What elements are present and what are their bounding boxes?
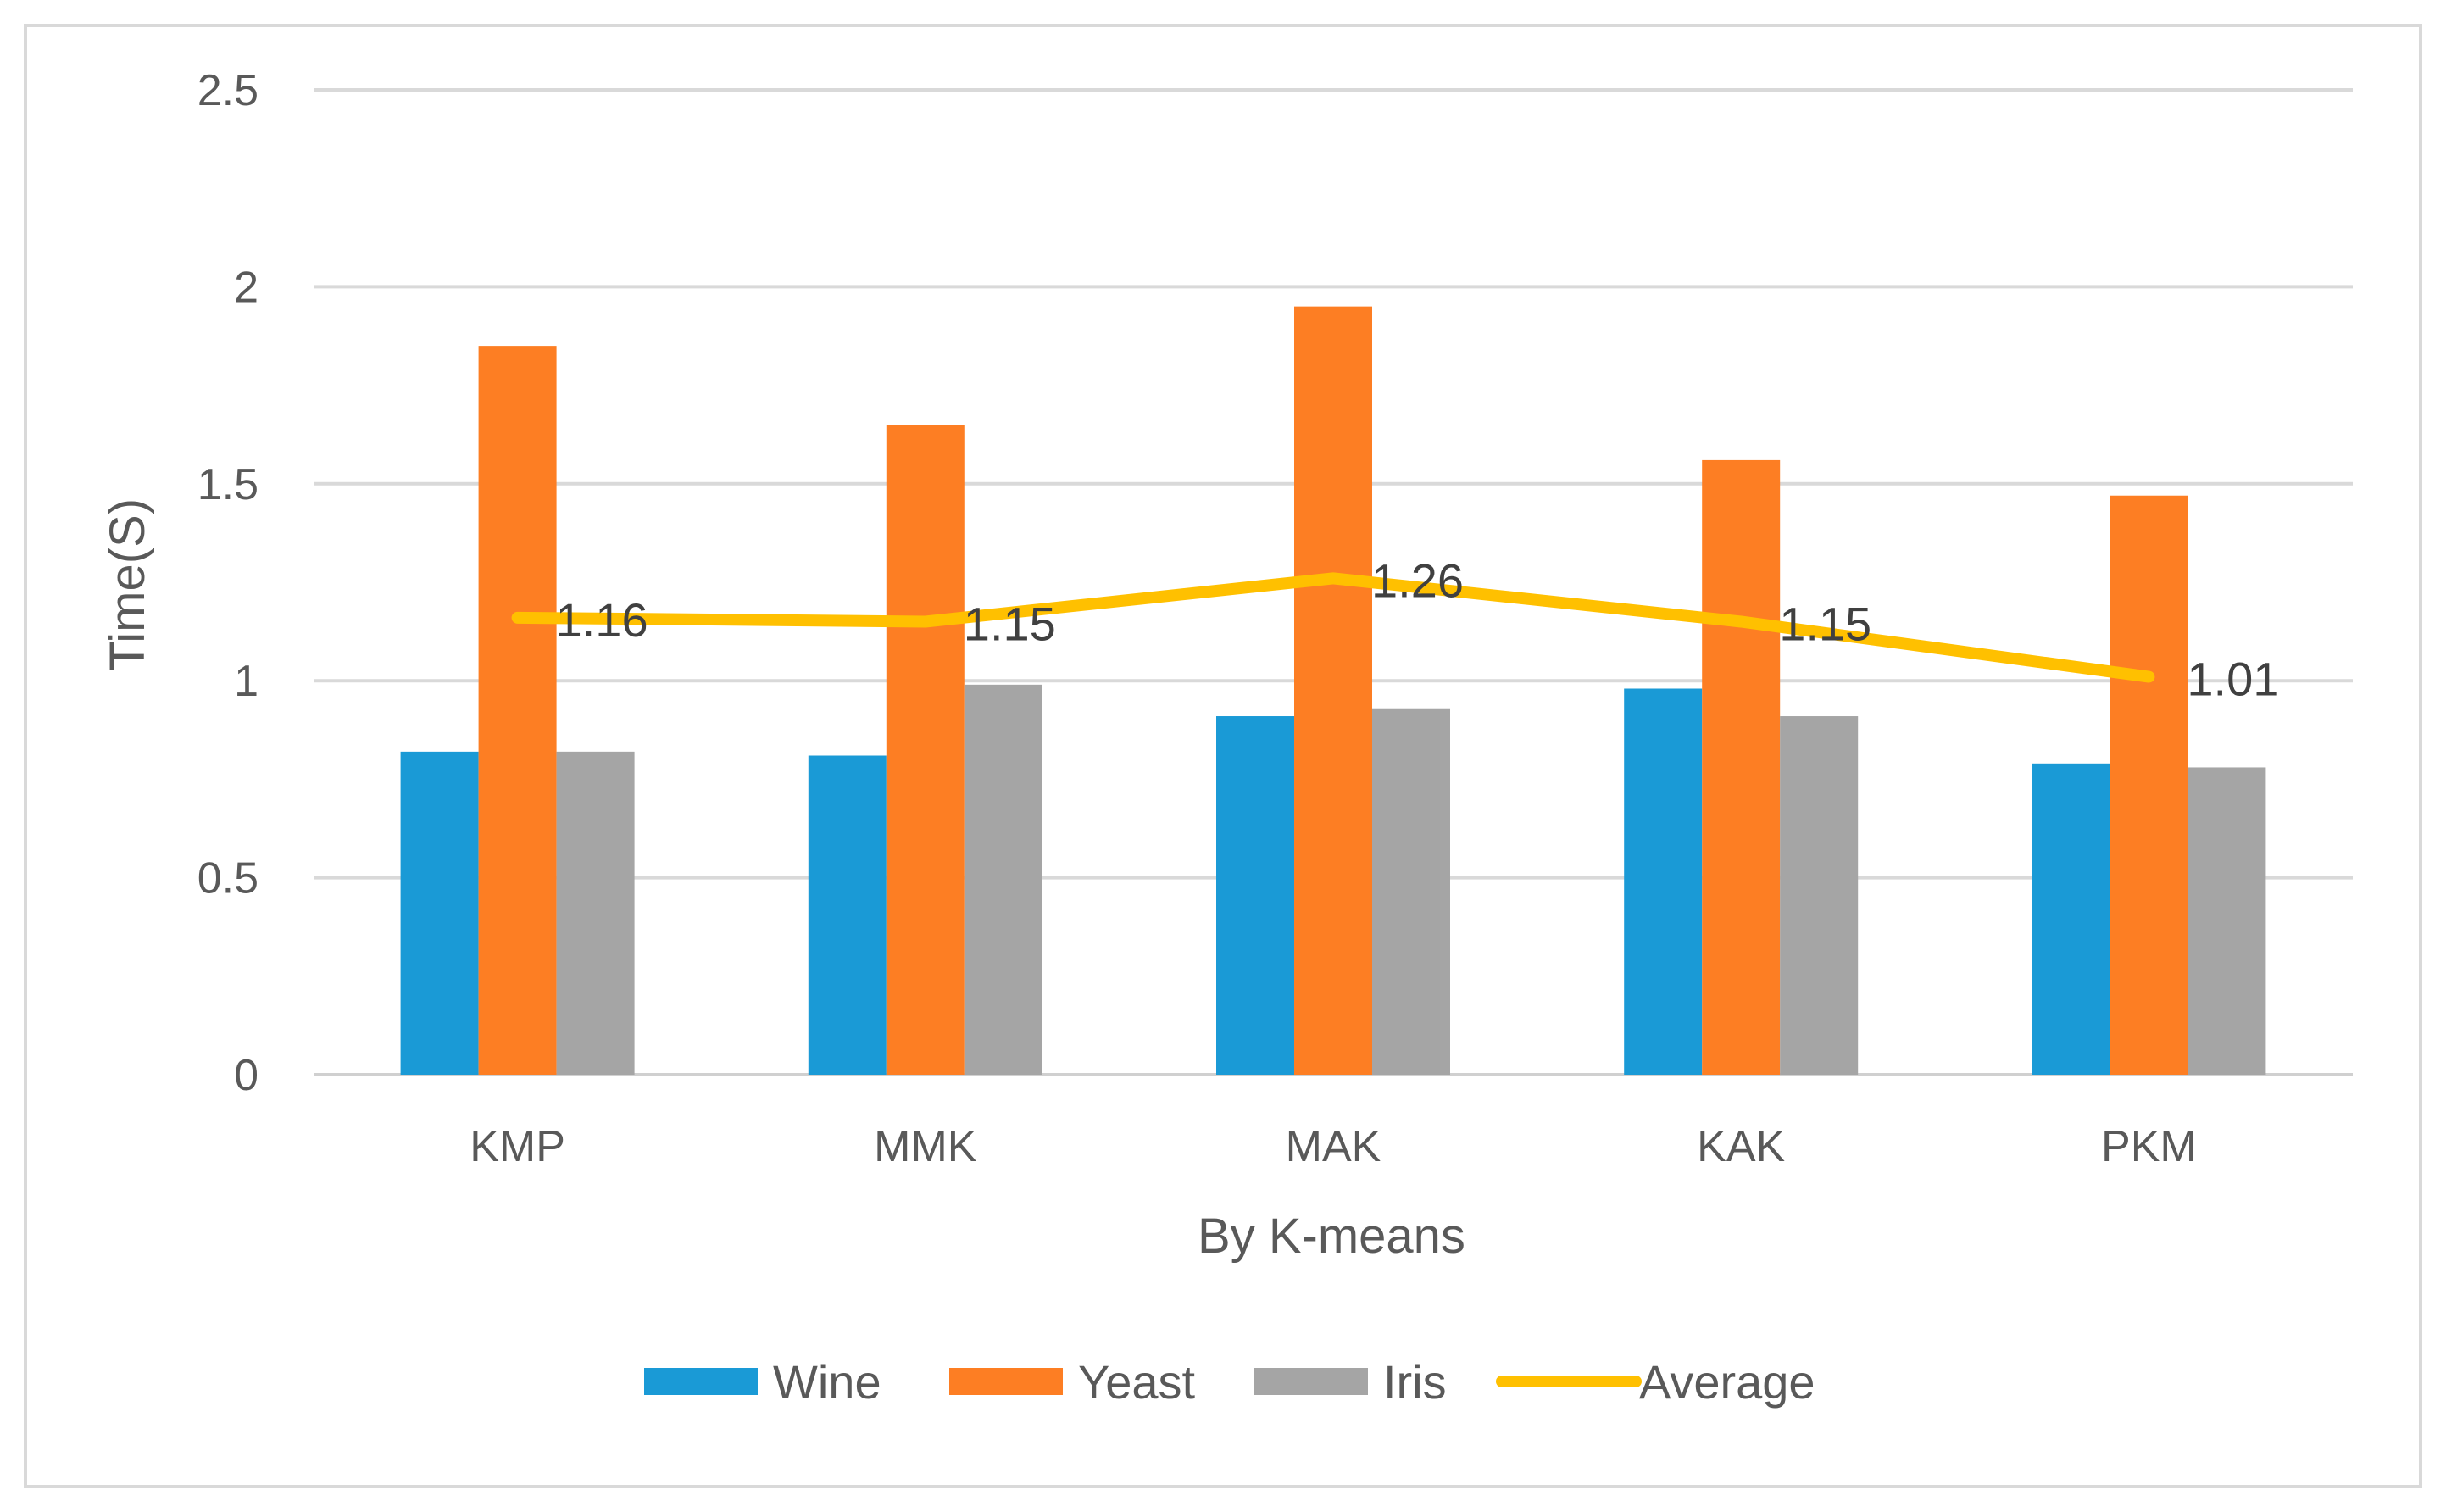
point-average-pkm	[2146, 674, 2152, 680]
point-average-kak	[1738, 619, 1744, 625]
gridlines	[314, 88, 2353, 1076]
bar-wine-kmp	[400, 751, 479, 1075]
bar-iris-kmp	[556, 751, 635, 1075]
legend-swatch-yeast	[949, 1368, 1063, 1395]
x-tick-label-kak: KAK	[1697, 1122, 1785, 1171]
x-axis-title: By K-means	[1198, 1209, 1465, 1264]
bar-yeast-kak	[1702, 459, 1781, 1075]
x-tick-label-mmk: MMK	[874, 1122, 977, 1171]
bar-wine-mmk	[808, 755, 887, 1075]
legend-label-average: Average	[1639, 1355, 1815, 1409]
legend-label-wine: Wine	[773, 1355, 881, 1409]
bar-wine-pkm	[2032, 763, 2110, 1075]
data-label-kak: 1.15	[1779, 597, 1871, 650]
data-labels: 1.16 1.15 1.26 1.15 1.01	[556, 553, 2280, 705]
y-tick-label: 1.5	[197, 460, 258, 509]
bar-iris-mak	[1372, 708, 1450, 1075]
point-average-mmk	[922, 619, 928, 625]
x-tick-label-pkm: PKM	[2101, 1122, 2197, 1171]
y-tick-label: 1	[234, 657, 258, 706]
point-average-mak	[1331, 575, 1336, 581]
bars	[400, 306, 2266, 1076]
bar-yeast-mmk	[886, 425, 965, 1076]
y-tick-label: 0.5	[197, 854, 258, 903]
data-label-pkm: 1.01	[2187, 653, 2279, 706]
bar-iris-pkm	[2188, 767, 2266, 1075]
legend-swatch-wine	[644, 1368, 758, 1395]
bar-wine-mak	[1216, 716, 1294, 1075]
average-line	[511, 572, 2155, 683]
bar-yeast-mak	[1294, 306, 1372, 1075]
y-tick-label: 2	[234, 263, 258, 312]
legend: Wine Yeast Iris Average	[644, 1355, 1815, 1409]
data-label-mmk: 1.15	[964, 597, 1056, 650]
bar-iris-kak	[1780, 716, 1859, 1075]
point-average-kmp	[514, 614, 520, 620]
bar-yeast-pkm	[2110, 495, 2188, 1075]
bar-iris-mmk	[964, 684, 1042, 1075]
data-label-kmp: 1.16	[556, 593, 648, 647]
y-axis-title: Time(S)	[100, 498, 155, 671]
x-axis-ticks: KMP MMK MAK KAK PKM	[470, 1122, 2196, 1171]
y-tick-label: 2.5	[197, 66, 258, 115]
y-tick-label: 0	[234, 1051, 258, 1100]
legend-label-yeast: Yeast	[1078, 1355, 1196, 1409]
x-tick-label-mak: MAK	[1286, 1122, 1381, 1171]
data-label-mak: 1.26	[1371, 553, 1464, 607]
y-axis-ticks: 0 0.5 1 1.5 2 2.5	[197, 66, 258, 1100]
legend-label-iris: Iris	[1383, 1355, 1447, 1409]
bar-yeast-kmp	[478, 346, 557, 1075]
bar-wine-kak	[1624, 688, 1703, 1075]
x-tick-label-kmp: KMP	[470, 1122, 565, 1171]
legend-swatch-iris	[1254, 1368, 1368, 1395]
